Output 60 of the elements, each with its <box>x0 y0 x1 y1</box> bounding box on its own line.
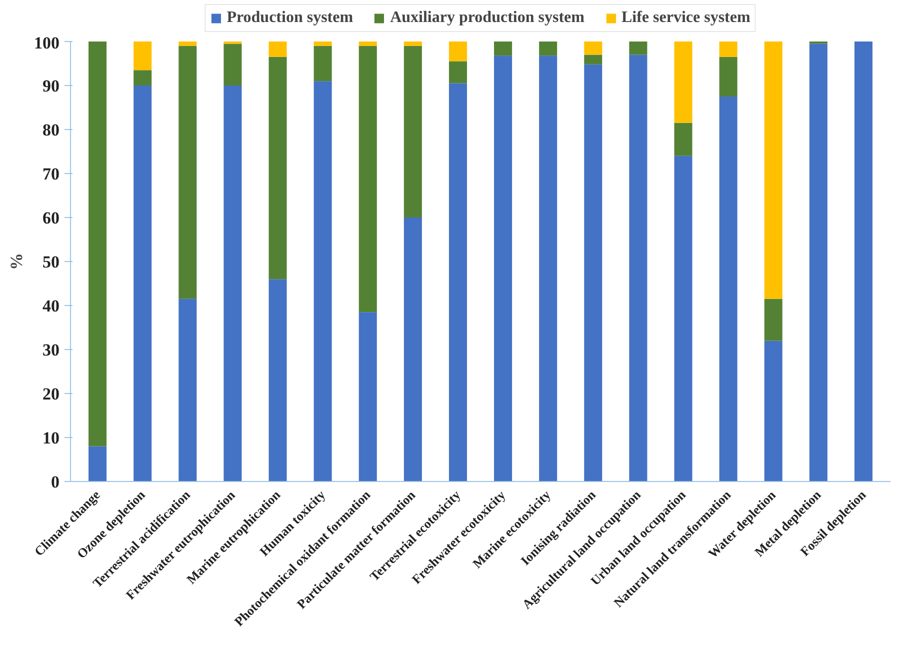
bar <box>448 83 467 482</box>
bar <box>809 44 828 482</box>
bar <box>674 42 692 123</box>
bar <box>178 298 197 482</box>
bar <box>448 42 467 62</box>
bar <box>719 42 738 57</box>
y-axis-title: % <box>7 253 26 270</box>
bar <box>268 279 287 482</box>
bar <box>584 64 602 482</box>
bar <box>224 44 242 86</box>
bar <box>404 46 422 218</box>
bar <box>584 54 602 64</box>
legend-label: Auxiliary production system <box>390 9 584 27</box>
bar <box>178 46 197 299</box>
bar <box>88 42 107 446</box>
bar <box>494 56 512 482</box>
y-tick-label: 0 <box>51 472 60 492</box>
y-tick-label: 100 <box>34 34 60 52</box>
bar <box>88 446 107 482</box>
bar <box>134 70 152 86</box>
y-tick-label: 20 <box>42 384 60 404</box>
bar <box>268 42 287 57</box>
bar <box>314 81 332 482</box>
bar <box>268 56 287 280</box>
bar <box>764 298 782 341</box>
bar <box>404 42 422 46</box>
bar <box>764 340 782 482</box>
y-tick-label: 60 <box>42 208 60 228</box>
y-tick-label: 90 <box>42 76 60 96</box>
bar <box>584 42 602 55</box>
bar <box>539 42 558 56</box>
bar <box>764 42 782 299</box>
y-tick-label: 70 <box>42 164 60 184</box>
bar <box>719 56 738 96</box>
bar <box>719 96 738 482</box>
bar <box>494 42 512 56</box>
bar <box>404 218 422 482</box>
bar <box>539 56 558 482</box>
bar <box>448 61 467 84</box>
bar <box>854 42 872 482</box>
y-tick-label: 80 <box>42 120 60 140</box>
bar <box>134 86 152 482</box>
bar <box>358 42 377 46</box>
bar <box>629 42 648 55</box>
bar <box>674 122 692 156</box>
bar <box>134 42 152 70</box>
bar <box>224 86 242 482</box>
y-tick-label: 50 <box>42 252 60 272</box>
legend-label: Production system <box>226 9 354 27</box>
y-tick-label: 10 <box>42 428 60 448</box>
bar <box>178 42 197 46</box>
bar <box>629 54 648 482</box>
bar <box>314 42 332 46</box>
legend-label: Life service system <box>621 9 750 27</box>
y-tick-label: 30 <box>42 340 60 360</box>
y-tick-label: 40 <box>42 296 60 316</box>
bar <box>314 46 332 82</box>
bar <box>358 46 377 312</box>
bar <box>674 156 692 482</box>
bar <box>358 312 377 482</box>
